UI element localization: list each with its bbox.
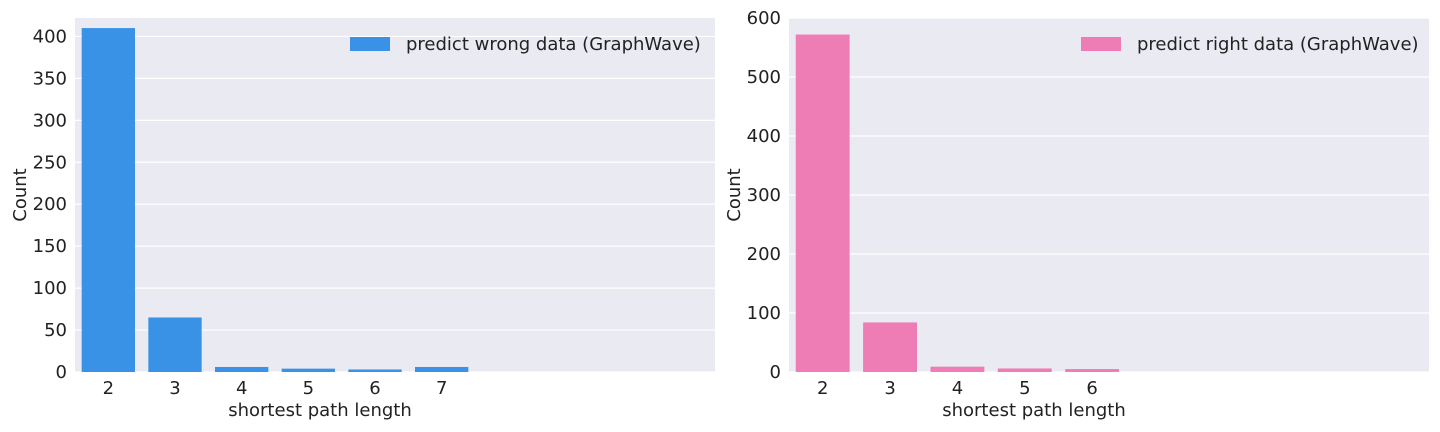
x-tick-label: 2 — [103, 378, 114, 399]
y-tick-label: 300 — [33, 110, 67, 131]
bar — [215, 366, 269, 372]
y-tick-label: 250 — [33, 152, 67, 173]
x-tick-label: 3 — [169, 378, 180, 399]
x-tick-label: 6 — [1086, 378, 1097, 399]
y-tick-label: 200 — [33, 194, 67, 215]
y-tick-label: 200 — [747, 244, 781, 265]
bar — [148, 317, 202, 372]
x-tick-label: 5 — [303, 378, 314, 399]
y-tick-label: 500 — [747, 67, 781, 88]
bar — [281, 368, 335, 372]
y-tick-label: 0 — [56, 362, 67, 383]
y-tick-label: 100 — [747, 303, 781, 324]
legend-label: predict wrong data (GraphWave) — [406, 34, 701, 55]
x-tick-label: 2 — [817, 378, 828, 399]
x-tick-label: 5 — [1019, 378, 1030, 399]
bar — [415, 366, 469, 372]
y-tick-label: 350 — [33, 68, 67, 89]
y-tick-label: 0 — [770, 362, 781, 383]
y-tick-label: 150 — [33, 236, 67, 257]
legend-label: predict right data (GraphWave) — [1137, 34, 1419, 55]
x-tick-label: 4 — [236, 378, 247, 399]
bar — [348, 369, 402, 372]
bar — [81, 28, 135, 373]
y-tick-label: 400 — [747, 126, 781, 147]
legend-swatch — [1081, 37, 1121, 51]
x-tick-label: 4 — [952, 378, 963, 399]
y-tick-label: 50 — [44, 320, 67, 341]
legend: predict right data (GraphWave) — [1081, 34, 1419, 55]
y-axis-title: Count — [724, 168, 745, 221]
bar — [1065, 369, 1120, 372]
chart-panel-wrong: 0 50 100 150 200 250 300 350 400 2 3 4 5 6 7 shortest p… — [10, 18, 715, 421]
y-tick-label: 400 — [33, 26, 67, 47]
plot-background — [75, 18, 715, 372]
x-tick-label: 6 — [369, 378, 380, 399]
y-axis-title: Count — [10, 168, 31, 221]
x-tick-label: 7 — [436, 378, 447, 399]
x-axis-title: shortest path length — [942, 400, 1126, 421]
bar — [863, 322, 917, 372]
legend: predict wrong data (GraphWave) — [350, 34, 701, 55]
x-axis-title: shortest path length — [228, 400, 412, 421]
x-tick-label: 3 — [884, 378, 895, 399]
bar — [930, 366, 985, 372]
bar — [795, 34, 850, 373]
legend-swatch — [350, 37, 390, 51]
y-tick-label: 100 — [33, 278, 67, 299]
y-tick-label: 600 — [747, 8, 781, 29]
bar — [997, 368, 1052, 372]
y-tick-label: 300 — [747, 185, 781, 206]
